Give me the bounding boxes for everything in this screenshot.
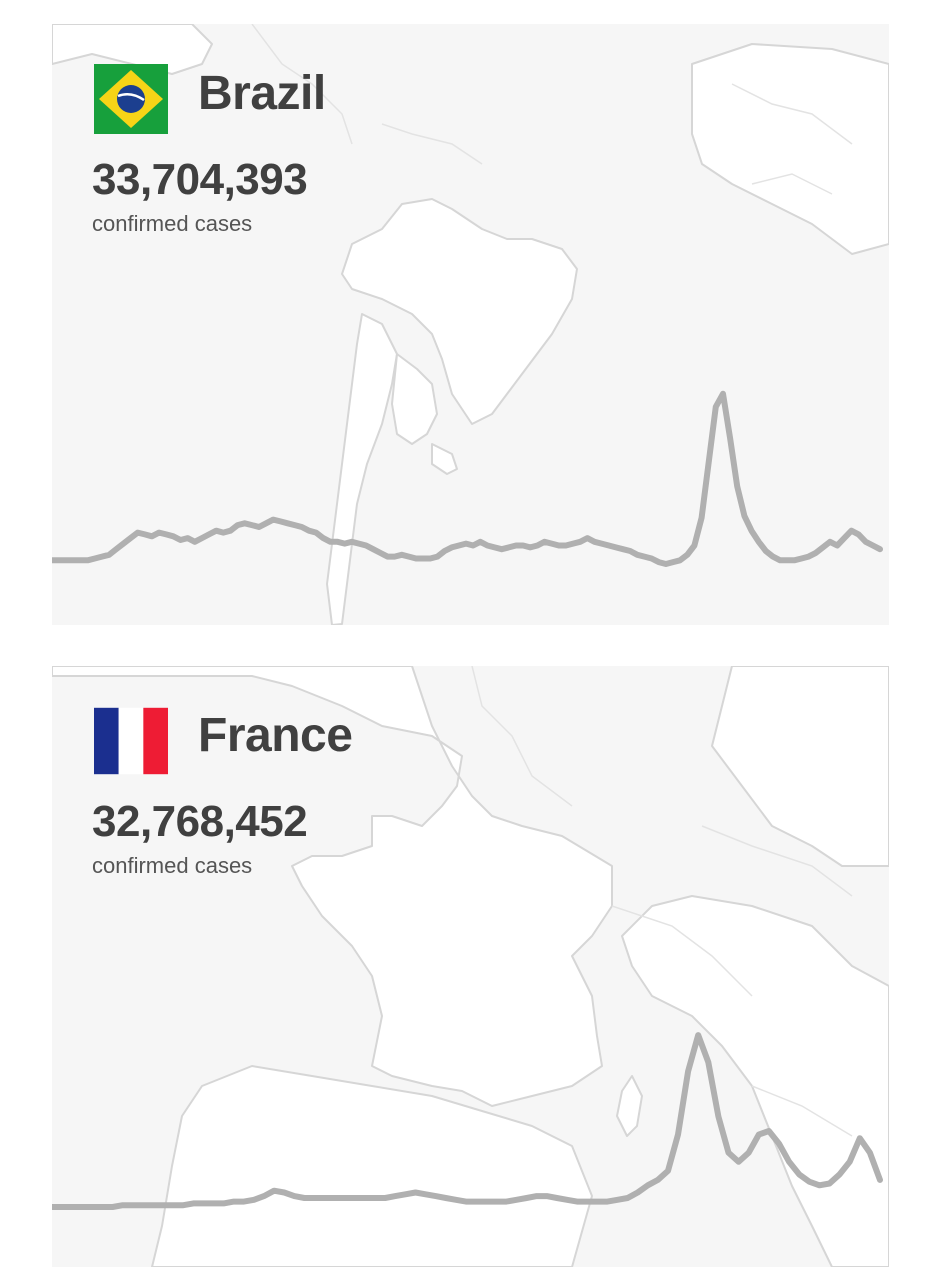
france-flag-icon — [94, 707, 168, 775]
country-name: France — [198, 709, 353, 762]
confirmed-count: 32,768,452 — [92, 797, 308, 846]
trend-line — [52, 1032, 883, 1210]
map-background — [52, 666, 889, 1267]
count-caption: confirmed cases — [92, 853, 253, 878]
country-card-france[interactable]: France 32,768,452 confirmed cases — [52, 666, 889, 1267]
country-name: Brazil — [198, 67, 326, 120]
case-trend-chart — [52, 1032, 883, 1210]
map-background — [52, 24, 889, 625]
trend-line — [52, 390, 883, 567]
count-caption: confirmed cases — [92, 211, 253, 236]
country-card-brazil[interactable]: Brazil 33,704,393 confirmed cases — [52, 24, 889, 625]
brazil-flag-icon — [94, 64, 168, 134]
confirmed-count: 33,704,393 — [92, 155, 308, 204]
case-trend-chart — [52, 390, 883, 567]
